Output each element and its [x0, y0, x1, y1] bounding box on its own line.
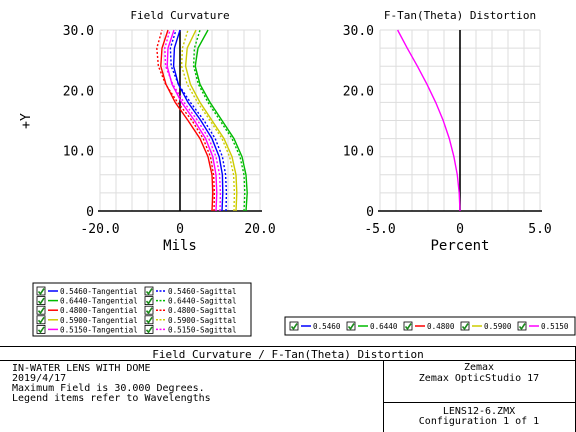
legend-checkbox: [289, 321, 299, 331]
y-tick-label: 20.0: [343, 84, 374, 99]
legend-label: 0.5150-Sagittal: [168, 325, 237, 334]
right-plot-title: F-Tan(Theta) Distortion: [384, 9, 536, 22]
series-line-0.5900-tangential: [184, 29, 238, 212]
x-tick-label: 0: [456, 222, 464, 237]
check-icon: [37, 297, 45, 305]
info-banner: Field Curvature / F-Tan(Theta) Distortio…: [152, 348, 424, 361]
series-line-0.6440-tangential: [194, 29, 248, 212]
check-icon: [518, 323, 526, 331]
legend-checkbox: [36, 324, 46, 334]
info-product: Zemax OpticStudio 17: [419, 373, 539, 384]
info-file: LENS12-6.ZMX: [443, 406, 515, 417]
right-plot-grid: [378, 29, 542, 212]
legend-left-box: [32, 282, 252, 337]
legend-label: 0.6440-Tangential: [60, 297, 138, 306]
check-icon: [290, 323, 298, 331]
check-icon: [347, 323, 355, 331]
check-icon: [145, 316, 153, 324]
check-icon: [37, 288, 45, 296]
y-tick-label: 30.0: [63, 24, 94, 39]
legend-label: 0.4800: [427, 322, 455, 331]
check-icon: [37, 316, 45, 324]
y-tick-label: 0: [86, 205, 94, 220]
legend-checkbox: [36, 315, 46, 325]
legend-checkbox: [144, 315, 154, 325]
y-tick-label: 0: [366, 205, 374, 220]
y-tick-label: 10.0: [63, 145, 94, 160]
legend-right-box: [284, 316, 576, 336]
legend-label: 0.5900-Tangential: [60, 316, 138, 325]
info-line-4: Legend items refer to Wavelengths: [12, 393, 211, 404]
check-icon: [404, 323, 412, 331]
legend-label: 0.5150-Tangential: [60, 325, 138, 334]
check-icon: [145, 288, 153, 296]
check-icon: [461, 323, 469, 331]
info-config: Configuration 1 of 1: [419, 416, 539, 427]
check-icon: [145, 297, 153, 305]
field-curvature-series: [156, 29, 248, 212]
right-x-axis-label: Percent: [430, 238, 489, 254]
info-line-3: Maximum Field is 30.000 Degrees.: [12, 383, 205, 394]
y-tick-label: 30.0: [343, 24, 374, 39]
legend-checkbox: [460, 321, 470, 331]
x-tick-label: 20.0: [244, 222, 275, 237]
legend-label: 0.5460-Tangential: [60, 287, 138, 296]
y-tick-label: 20.0: [63, 84, 94, 99]
left-x-axis-label: Mils: [163, 238, 197, 254]
legend-label: 0.5460: [313, 322, 341, 331]
series-line-0.4800-sagittal: [156, 29, 216, 212]
legend-label: 0.5460-Sagittal: [168, 287, 237, 296]
info-line-2: 2019/4/17: [12, 373, 66, 384]
check-icon: [37, 326, 45, 334]
left-plot-title: Field Curvature: [130, 9, 229, 22]
right-plot-ticks: -5.0 0 5.0 0 10.0 20.0 30.0: [343, 24, 552, 237]
legend-checkbox: [346, 321, 356, 331]
info-line-1: IN-WATER LENS WITH DOME: [12, 363, 150, 374]
legend-label: 0.5900: [484, 322, 512, 331]
x-tick-label: -5.0: [364, 222, 395, 237]
series-line-0.5150-tangential: [166, 29, 218, 212]
legend-checkbox: [36, 305, 46, 315]
left-plot-ticks: -20.0 0 20.0 0 10.0 20.0 30.0: [63, 24, 276, 237]
distortion-series: [396, 29, 461, 212]
series-line-0.5900-sagittal: [180, 29, 236, 212]
series-line-0.5150-sagittal: [164, 29, 222, 212]
legend-right: 0.5460 0.6440 0.4800 0.5900 0.5150: [289, 321, 569, 331]
legend-label: 0.6440: [370, 322, 398, 331]
legend-checkbox: [144, 286, 154, 296]
series-line-0.5150: [396, 29, 461, 212]
check-icon: [145, 307, 153, 315]
x-tick-label: -20.0: [80, 222, 119, 237]
x-tick-label: 5.0: [528, 222, 551, 237]
legend-checkbox: [36, 296, 46, 306]
info-company: Zemax: [464, 362, 494, 373]
legend-left: 0.5460-Tangential 0.5460-Sagittal 0.6440-T…: [36, 286, 237, 334]
legend-label: 0.4800-Tangential: [60, 306, 138, 315]
legend-label: 0.5150: [541, 322, 569, 331]
legend-checkbox: [144, 296, 154, 306]
series-line-0.6440-sagittal: [192, 29, 246, 212]
x-tick-label: 0: [176, 222, 184, 237]
series-line-0.5460-tangential: [172, 29, 224, 212]
legend-label: 0.6440-Sagittal: [168, 297, 237, 306]
legend-checkbox: [36, 286, 46, 296]
left-plot-grid: [98, 29, 262, 212]
check-icon: [37, 307, 45, 315]
series-line-0.5460-sagittal: [169, 29, 228, 212]
left-y-axis-label: +Y: [19, 113, 34, 129]
legend-checkbox: [403, 321, 413, 331]
y-tick-label: 10.0: [343, 145, 374, 160]
series-line-0.4800-tangential: [160, 29, 214, 212]
legend-checkbox: [144, 324, 154, 334]
legend-checkbox: [144, 305, 154, 315]
legend-label: 0.4800-Sagittal: [168, 306, 237, 315]
legend-label: 0.5900-Sagittal: [168, 316, 237, 325]
check-icon: [145, 326, 153, 334]
legend-checkbox: [517, 321, 527, 331]
